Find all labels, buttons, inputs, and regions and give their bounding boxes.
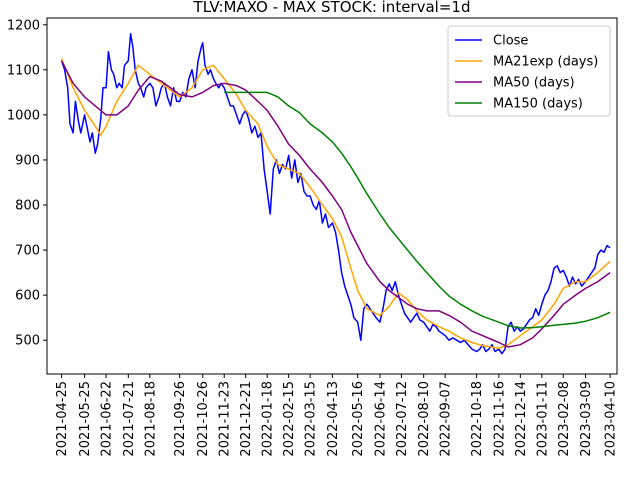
x-tick-label: 2021-09-26 [173,381,188,457]
x-tick-label: 2021-12-21 [239,381,254,457]
y-tick-label: 700 [15,244,40,259]
legend-label: MA21exp (days) [493,55,598,70]
y-tick-label: 500 [15,334,40,349]
x-tick-label: 2022-04-13 [326,381,341,457]
y-tick-label: 900 [15,153,40,168]
legend: Close MA21exp (days) MA50 (days) MA150 (day… [447,25,611,117]
y-tick-label: 1100 [7,63,40,78]
x-tick-label: 2021-05-25 [78,381,93,457]
x-tick-label: 2022-02-15 [282,381,297,457]
x-tick-label: 2021-06-22 [100,381,115,457]
legend-box [447,25,611,117]
x-axis: 2021-04-25 2021-05-25 2021-06-22 2021-07-21… [55,374,619,457]
x-tick-label: 2023-03-09 [579,381,594,457]
legend-label: MA150 (days) [493,97,583,112]
x-tick-label: 2021-04-25 [55,381,70,457]
x-tick-label: 2021-07-21 [122,381,137,457]
legend-label: MA50 (days) [493,76,575,91]
x-tick-label: 2022-10-18 [470,381,485,457]
chart-title: TLV:MAXO - MAX STOCK: interval=1d [193,0,471,16]
x-tick-label: 2023-02-08 [557,381,572,457]
series-line-2 [60,60,611,348]
y-tick-label: 800 [15,199,40,214]
x-tick-label: 2022-12-14 [514,381,529,457]
x-tick-label: 2021-11-23 [218,381,233,457]
x-tick-label: 2022-09-07 [439,381,454,457]
series-line-1 [60,58,611,350]
y-tick-label: 600 [15,289,40,304]
y-tick-label: 1000 [7,108,40,123]
x-tick-label: 2021-10-26 [196,381,211,457]
series-lines [60,33,611,355]
x-tick-label: 2022-06-14 [373,381,388,457]
y-axis: 500 600 700 800 900 1000 1100 1200 [7,18,47,349]
x-tick-label: 2022-11-16 [492,381,507,457]
x-tick-label: 2022-03-15 [304,381,319,457]
x-tick-label: 2021-08-18 [143,381,158,457]
series-line-3 [224,91,611,329]
x-tick-label: 2023-04-10 [604,381,619,457]
x-tick-label: 2022-05-16 [351,381,366,457]
legend-label: Close [493,34,528,49]
x-tick-label: 2022-08-10 [417,381,432,457]
x-tick-label: 2022-01-18 [261,381,276,457]
y-tick-label: 1200 [7,18,40,33]
x-tick-label: 2023-01-11 [535,381,550,457]
x-tick-label: 2022-07-12 [395,381,410,457]
